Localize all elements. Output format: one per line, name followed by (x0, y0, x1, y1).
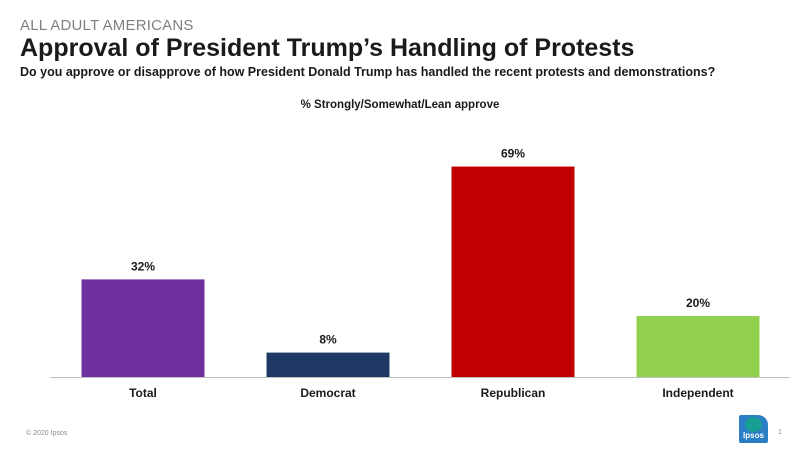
page-number: 1 (778, 429, 782, 436)
bar-independent (636, 316, 760, 377)
logo-text: Ipsos (743, 431, 764, 440)
data-label-total: 32% (131, 259, 155, 273)
category-label-total: Total (129, 386, 157, 400)
bar-democrat (266, 352, 390, 377)
data-label-democrat: 8% (319, 333, 337, 347)
survey-question: Do you approve or disapprove of how Pres… (20, 65, 716, 79)
bar-republican (451, 166, 575, 377)
kicker-label: ALL ADULT AMERICANS (20, 17, 194, 34)
chart-title: % Strongly/Somewhat/Lean approve (300, 99, 500, 111)
data-label-independent: 20% (686, 296, 710, 310)
copyright-text: © 2020 Ipsos (26, 430, 68, 437)
logo-mark-icon (745, 417, 762, 432)
ipsos-logo: Ipsos (739, 415, 768, 443)
category-label-republican: Republican (481, 386, 546, 400)
data-label-republican: 69% (501, 147, 525, 161)
category-label-independent: Independent (662, 386, 733, 400)
page-title: Approval of President Trump’s Handling o… (20, 34, 635, 62)
category-label-democrat: Democrat (300, 386, 355, 400)
bar-total (81, 279, 205, 377)
